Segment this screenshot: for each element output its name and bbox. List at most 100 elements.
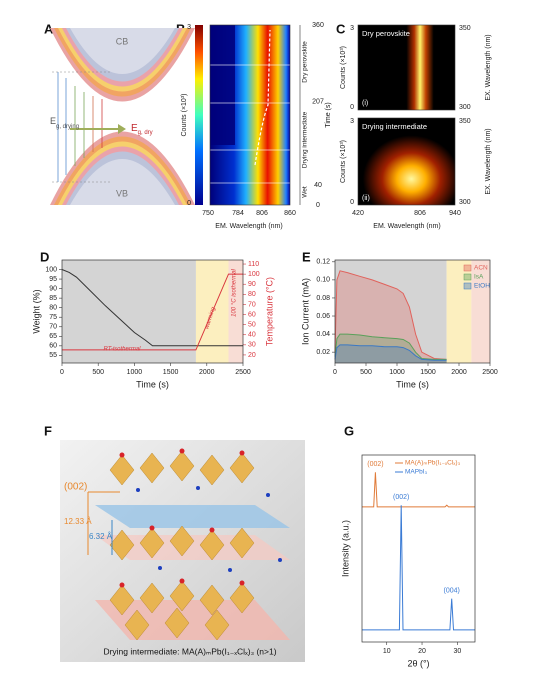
- y-axis-label: Ion Current (mA): [300, 278, 310, 345]
- eg-drying-label: Eg, drying: [50, 116, 79, 129]
- pl-excitation: EM. Wavelength (nm): [357, 24, 456, 230]
- x-tick-label: 20: [418, 648, 426, 655]
- time-axis-label: Time (s): [325, 102, 332, 127]
- legend-label: IsA: [474, 274, 484, 281]
- y2-tick-label: 80: [248, 291, 256, 298]
- y-tick-label: 3: [187, 24, 191, 31]
- y-tick-label: 0: [350, 104, 354, 111]
- value-label: (002): [393, 494, 409, 501]
- y-tick-label: 70: [49, 324, 57, 331]
- x-tick-label: 860: [284, 210, 296, 217]
- stage-label: Drying intermediate: [302, 111, 309, 168]
- subscript: g, drying: [56, 124, 79, 130]
- area-fill: [335, 270, 447, 363]
- value-label: (004): [444, 588, 460, 595]
- y2-tick-label: 40: [248, 332, 256, 339]
- x-tick-label: 1000: [127, 369, 143, 376]
- structure: (002) 12.33 Å 6.32 Å Drying intermediate…: [60, 440, 305, 662]
- ex-tick-label: 350: [459, 25, 471, 32]
- region: [228, 260, 243, 363]
- x-axis-label: EM. Wavelength (nm): [373, 223, 440, 230]
- y-tick-label: 3: [350, 118, 354, 125]
- y2-tick-label: 90: [248, 281, 256, 288]
- y2-axis-label: Temperature (°C): [264, 277, 274, 346]
- time-tick-label: 40: [314, 182, 322, 189]
- x-tick-label: 2500: [235, 369, 251, 376]
- vb-label: VB: [116, 188, 128, 198]
- map-tag: (i): [362, 100, 368, 107]
- y-axis-label: Intensity (a.u.): [340, 520, 350, 577]
- legend-swatch: [463, 282, 472, 290]
- area-fill: [335, 344, 447, 363]
- cb-label: CB: [116, 36, 129, 46]
- time-tick-label: 207: [312, 98, 324, 105]
- map-title: Dry perovskite: [362, 29, 410, 38]
- y-tick-label: 100: [45, 266, 57, 273]
- y-axis-label: Counts (×10³): [340, 140, 347, 183]
- annotation: 100 °C isothermal: [232, 268, 238, 316]
- x-tick-label: 2000: [451, 369, 467, 376]
- y-tick-label: 60: [49, 343, 57, 350]
- legend-swatch: [463, 273, 472, 281]
- symbol: E: [131, 123, 138, 134]
- x-axis-label: 2θ (°): [407, 658, 429, 668]
- eg-dry-label: Eg, dry: [131, 123, 153, 136]
- d-spacing-small: 6.32 Å: [89, 532, 113, 541]
- pl-map: Counts (×10³) EM. Wavelength (nm) Time (…: [181, 24, 332, 230]
- y-tick-label: 3: [350, 25, 354, 32]
- ex-tick-label: 300: [459, 104, 471, 111]
- d-spacing-large: 12.33 Å: [64, 517, 92, 526]
- ex-tick-label: 300: [459, 199, 471, 206]
- x-tick-label: 2500: [482, 369, 498, 376]
- x-tick-label: 0: [333, 369, 337, 376]
- time-tick-label: 0: [316, 202, 320, 209]
- x-tick-label: 806: [414, 210, 426, 217]
- panel-label: D: [40, 249, 49, 264]
- y2-tick-label: 30: [248, 342, 256, 349]
- x-axis-label: Time (s): [396, 379, 429, 389]
- y-tick-label: 75: [49, 314, 57, 321]
- x-tick-label: 750: [202, 210, 214, 217]
- y-tick-label: 80: [49, 305, 57, 312]
- y-tick-label: 95: [49, 276, 57, 283]
- legend-label: MAPbI₃: [405, 469, 428, 476]
- y-tick-label: 90: [49, 285, 57, 292]
- caption: Drying intermediate: MA(A)ₘPb(I₁₋ₓClₓ)₃ …: [103, 646, 276, 656]
- x-tick-label: 500: [92, 369, 104, 376]
- stage-label: Wet: [302, 186, 309, 198]
- legend-label: ACN: [474, 265, 488, 272]
- ex-axis-label: EX. Wavelength (nm): [485, 34, 492, 100]
- series-line: [334, 344, 447, 361]
- y-tick-label: 0: [350, 199, 354, 206]
- x-tick-label: 0: [60, 369, 64, 376]
- x-tick-label: 10: [383, 648, 391, 655]
- series-line: [62, 273, 243, 351]
- y2-tick-label: 110: [248, 261, 259, 268]
- y-tick-label: 0.10: [316, 277, 330, 284]
- x-tick-label: 30: [453, 648, 461, 655]
- y-tick-label: 0.06: [316, 313, 330, 320]
- region: [446, 260, 472, 363]
- x-axis-label: Time (s): [136, 379, 169, 389]
- panel-label: F: [44, 423, 52, 438]
- ex-tick-label: 350: [459, 118, 471, 125]
- y-tick-label: 0: [187, 200, 191, 207]
- series-line: [334, 333, 447, 360]
- stage-label: Dry perovskite: [302, 41, 309, 83]
- ex-axis-label: EX. Wavelength (nm): [485, 128, 492, 194]
- x-tick-label: 1000: [389, 369, 405, 376]
- panel-label: C: [336, 21, 346, 36]
- panel-label: E: [302, 249, 311, 264]
- symbol: E: [50, 116, 56, 126]
- y-tick-label: 0.02: [316, 349, 330, 356]
- x-tick-label: 1500: [420, 369, 436, 376]
- band-diagram: CB VB Eg, drying Eg, dry: [50, 28, 195, 205]
- y-tick-label: 65: [49, 333, 57, 340]
- y-tick-label: 0.04: [316, 331, 330, 338]
- plot-frame: [61, 259, 244, 364]
- map-tag: (ii): [362, 195, 370, 202]
- y2-tick-label: 20: [248, 352, 256, 359]
- series-line: [362, 472, 475, 508]
- y-tick-label: 0.08: [316, 295, 330, 302]
